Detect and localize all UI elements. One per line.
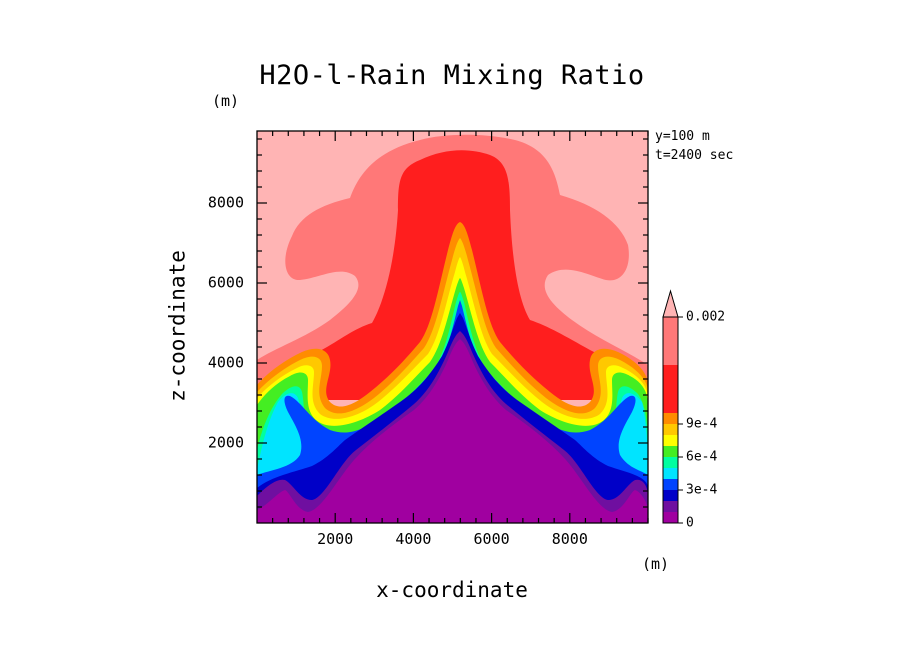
x-tick-label: 8000 <box>551 530 588 548</box>
axis-ticks <box>257 131 649 523</box>
colorbar-tick-label: 6e-4 <box>686 449 718 465</box>
colorbar-tick-label: 0 <box>686 515 694 531</box>
colorbar-segment <box>663 512 678 523</box>
colorbar-segment <box>663 490 678 501</box>
colorbar-segment <box>663 479 678 490</box>
colorbar <box>662 289 683 524</box>
x-axis-label: x-coordinate <box>376 578 528 602</box>
z-tick-label: 4000 <box>207 353 244 372</box>
chart-title: H2O-l-Rain Mixing Ratio <box>259 60 645 91</box>
band-purple-core <box>257 339 648 523</box>
colorbar-segment <box>663 317 678 365</box>
colorbar-segment <box>663 501 678 512</box>
x-tick-label: 6000 <box>473 530 510 548</box>
z-tick-label: 6000 <box>207 273 244 292</box>
colorbar-tick-label: 0.002 <box>686 309 726 325</box>
z-tick-label: 2000 <box>207 433 244 452</box>
colorbar-segment <box>663 435 678 446</box>
z-tick-label: 8000 <box>207 193 244 212</box>
colorbar-segment <box>663 468 678 479</box>
plot-frame <box>256 130 649 524</box>
colorbar-tick-label: 9e-4 <box>686 416 718 432</box>
x-tick-label: 2000 <box>317 530 354 548</box>
info-time-label: t=2400 sec <box>655 148 734 163</box>
colorbar-segment <box>663 446 678 457</box>
colorbar-extend-triangle <box>662 289 679 318</box>
z-unit-label: (m) <box>212 92 240 110</box>
colorbar-segment <box>663 424 678 435</box>
colorbar-segment <box>663 365 678 413</box>
colorbar-segment <box>663 457 678 468</box>
colorbar-tick-label: 3e-4 <box>686 482 718 498</box>
x-unit-label: (m) <box>642 555 670 573</box>
colorbar-frame <box>662 316 679 524</box>
x-tick-label: 4000 <box>395 530 432 548</box>
colorbar-segment <box>663 413 678 424</box>
info-y-label: y=100 m <box>655 129 710 144</box>
